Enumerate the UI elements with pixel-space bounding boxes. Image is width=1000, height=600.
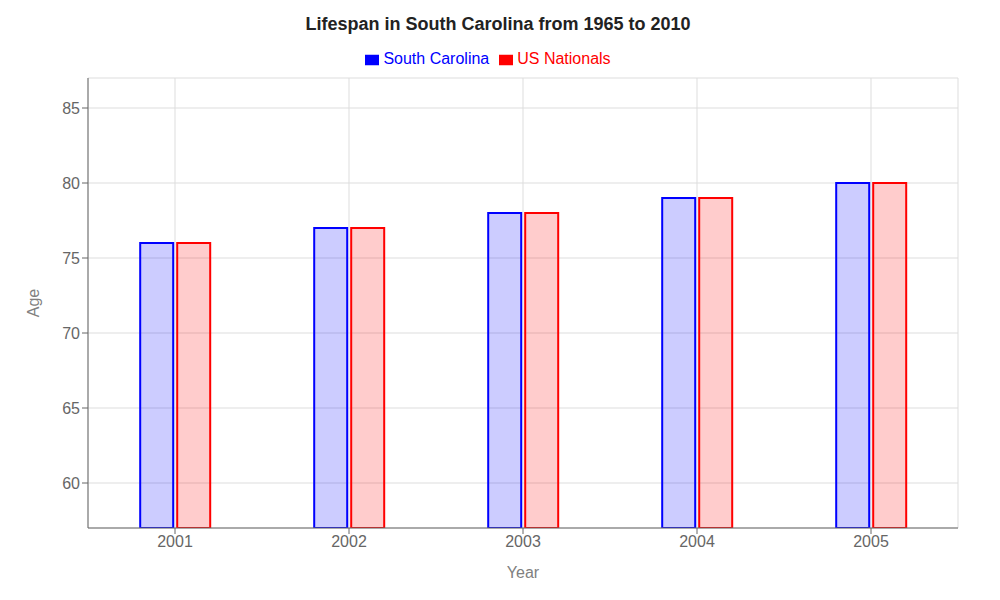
svg-text:70: 70 bbox=[62, 325, 80, 342]
svg-text:2005: 2005 bbox=[853, 533, 889, 550]
svg-text:2002: 2002 bbox=[331, 533, 367, 550]
svg-text:2003: 2003 bbox=[505, 533, 541, 550]
svg-text:65: 65 bbox=[62, 400, 80, 417]
svg-text:Year: Year bbox=[507, 564, 540, 581]
svg-text:60: 60 bbox=[62, 475, 80, 492]
svg-text:Age: Age bbox=[25, 289, 42, 318]
svg-text:85: 85 bbox=[62, 100, 80, 117]
html-text:Lifespan in South Carolina fro: Lifespan in South Carolina from 1965 to … bbox=[305, 14, 691, 34]
html-text:South Carolina: South Carolina bbox=[383, 50, 490, 67]
svg-text:80: 80 bbox=[62, 175, 80, 192]
svg-text:2001: 2001 bbox=[157, 533, 193, 550]
svg-text:2004: 2004 bbox=[679, 533, 715, 550]
svg-text:75: 75 bbox=[62, 250, 80, 267]
html-text:US Nationals: US Nationals bbox=[517, 50, 611, 67]
